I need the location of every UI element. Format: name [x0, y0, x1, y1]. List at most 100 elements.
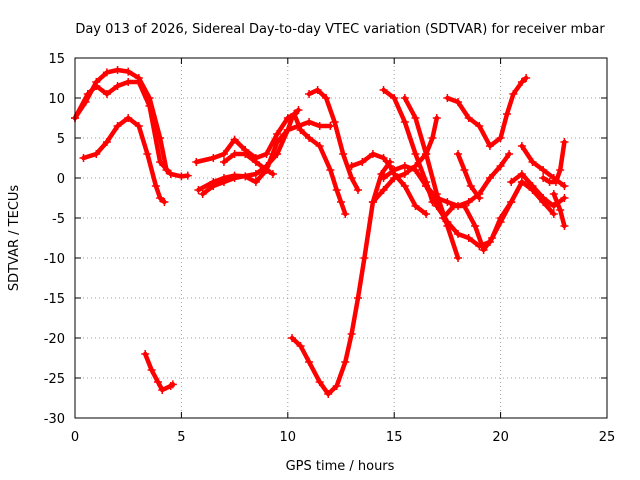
series-arc-5: [192, 110, 350, 218]
data-point: [422, 182, 431, 190]
data-point: [347, 330, 356, 338]
data-point: [400, 182, 409, 190]
x-axis-label: GPS time / hours: [286, 459, 395, 474]
y-tick-label: 5: [57, 132, 65, 147]
data-point: [556, 166, 565, 174]
data-point: [251, 158, 260, 166]
data-point: [522, 74, 531, 82]
data-point: [454, 150, 463, 158]
x-tick-label: 5: [177, 430, 185, 445]
data-point: [230, 135, 239, 144]
data-point: [219, 158, 228, 166]
data-point: [560, 138, 569, 146]
y-tick-label: -25: [44, 372, 65, 387]
data-point: [102, 138, 111, 146]
data-point: [113, 66, 122, 74]
data-point: [471, 222, 480, 230]
y-tick-label: 10: [48, 92, 65, 107]
series-trace: [455, 151, 482, 201]
y-tick-label: -30: [44, 412, 65, 427]
data-point: [517, 178, 526, 186]
data-point: [330, 118, 339, 126]
y-tick-label: -20: [44, 332, 65, 347]
series-trace: [508, 171, 567, 209]
data-point: [183, 171, 192, 180]
data-point: [241, 150, 250, 158]
series-arc-21: [507, 170, 569, 210]
data-point: [443, 218, 452, 226]
data-point: [479, 246, 488, 254]
series-arc-9: [305, 86, 363, 194]
data-point: [390, 166, 399, 174]
data-point: [313, 86, 322, 94]
data-point: [79, 154, 88, 162]
data-point: [209, 154, 218, 162]
series-trace: [402, 95, 461, 261]
data-point: [143, 150, 152, 158]
data-point: [502, 110, 511, 118]
series-arc-14: [400, 94, 463, 262]
data-point: [92, 82, 101, 90]
data-point: [443, 94, 452, 102]
data-point: [400, 118, 409, 126]
data-point: [134, 78, 143, 86]
series-trace: [142, 351, 176, 393]
data-point: [354, 186, 363, 194]
series-trace: [81, 115, 167, 205]
data-point: [168, 380, 177, 389]
data-point: [124, 78, 133, 86]
data-point: [262, 166, 271, 174]
data-point: [273, 130, 282, 138]
data-point: [507, 178, 516, 186]
data-point: [153, 378, 162, 386]
data-point: [288, 334, 297, 342]
data-point: [528, 182, 537, 190]
data-point: [102, 68, 111, 77]
data-point: [432, 114, 441, 122]
data-point: [496, 162, 505, 170]
data-point: [549, 210, 558, 218]
data-point: [475, 194, 484, 202]
data-point: [83, 90, 92, 98]
data-point: [539, 174, 548, 182]
x-tick-label: 25: [599, 430, 616, 445]
data-point: [560, 222, 569, 230]
data-point: [368, 150, 377, 158]
data-point: [422, 210, 431, 218]
data-point: [485, 142, 494, 150]
data-point: [488, 234, 497, 242]
x-tick-label: 10: [280, 430, 297, 445]
series-trace: [200, 107, 301, 197]
data-point: [560, 194, 569, 202]
series-arc-23: [549, 190, 569, 230]
data-point: [337, 198, 345, 206]
series-trace: [445, 75, 529, 149]
data-point: [156, 194, 165, 202]
data-point: [273, 150, 282, 158]
y-tick-label: 0: [57, 172, 65, 187]
data-point: [411, 166, 420, 174]
data-point: [411, 150, 420, 158]
data-point: [315, 122, 324, 130]
x-tick-label: 15: [386, 430, 403, 445]
y-tick-label: -5: [52, 212, 65, 227]
data-point: [496, 134, 505, 142]
data-point: [466, 182, 475, 190]
data-point: [230, 174, 239, 182]
data-point: [294, 122, 303, 130]
data-point: [273, 138, 282, 146]
data-point: [379, 154, 388, 162]
data-point: [485, 174, 494, 182]
data-point: [517, 170, 526, 178]
y-tick-label: 15: [48, 52, 65, 67]
data-point: [505, 150, 514, 158]
data-point: [124, 67, 133, 76]
data-point: [251, 170, 260, 178]
data-point: [464, 234, 473, 242]
data-point: [556, 206, 565, 214]
data-point: [358, 158, 367, 166]
series-arc-16: [443, 74, 531, 150]
data-point: [379, 86, 388, 94]
data-point: [354, 294, 363, 302]
